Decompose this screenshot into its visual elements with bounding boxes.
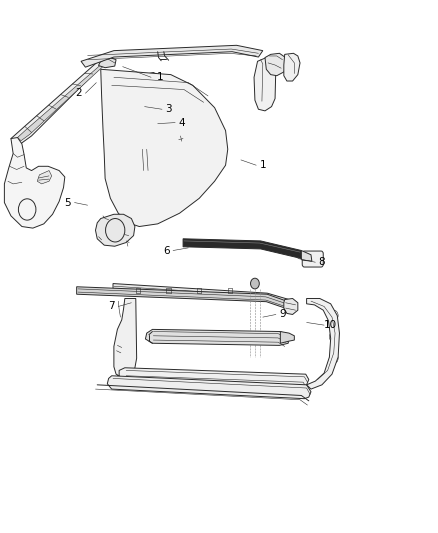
Polygon shape — [114, 298, 137, 377]
Polygon shape — [113, 284, 289, 305]
Polygon shape — [107, 376, 311, 399]
Text: 1: 1 — [156, 72, 163, 82]
Polygon shape — [18, 61, 109, 141]
Text: 3: 3 — [165, 104, 172, 114]
Text: 2: 2 — [75, 88, 82, 98]
Polygon shape — [37, 171, 52, 184]
Text: 10: 10 — [324, 320, 337, 330]
Text: 9: 9 — [279, 310, 286, 319]
Polygon shape — [284, 298, 298, 314]
Polygon shape — [183, 239, 301, 259]
Text: 4: 4 — [178, 118, 185, 127]
Circle shape — [251, 278, 259, 289]
Polygon shape — [95, 214, 135, 246]
Text: 1: 1 — [259, 160, 266, 170]
Polygon shape — [4, 138, 65, 228]
Polygon shape — [81, 45, 263, 67]
Polygon shape — [101, 69, 228, 227]
FancyBboxPatch shape — [302, 251, 323, 267]
Polygon shape — [280, 332, 294, 343]
Text: 7: 7 — [108, 302, 115, 311]
Polygon shape — [301, 251, 312, 261]
Polygon shape — [119, 368, 309, 386]
Polygon shape — [254, 58, 276, 111]
Text: 8: 8 — [318, 257, 325, 267]
Polygon shape — [99, 57, 116, 68]
Text: 6: 6 — [163, 246, 170, 255]
Polygon shape — [11, 56, 112, 146]
Text: 5: 5 — [64, 198, 71, 207]
Polygon shape — [145, 329, 289, 345]
Polygon shape — [284, 53, 300, 81]
Polygon shape — [265, 53, 287, 76]
Polygon shape — [307, 298, 339, 389]
Polygon shape — [77, 287, 291, 310]
